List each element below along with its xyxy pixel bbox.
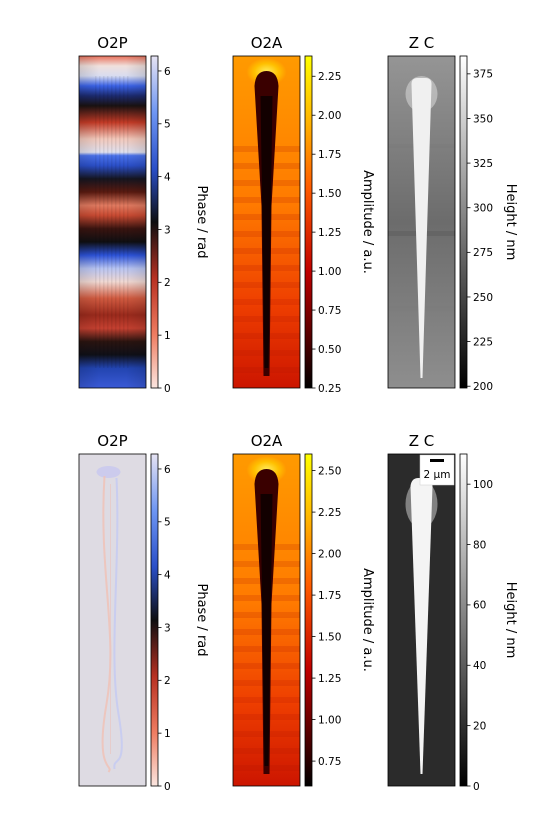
panel-frame bbox=[78, 453, 147, 787]
panel-4: O2P 0 1 2 3 4 5 6 Phase / rad bbox=[78, 432, 209, 793]
colorbar-tick-label: 0.50 bbox=[318, 344, 341, 356]
panel-2: O2A 0.25 0.50 0.75 1.00 1.25 1.50 1.75 2.00 2.25 A… bbox=[232, 34, 375, 395]
colorbar-label: Phase / rad bbox=[194, 185, 209, 258]
colorbar-tick-label: 5 bbox=[164, 119, 171, 131]
colorbar-tick-label: 2.00 bbox=[318, 548, 341, 560]
colorbar-tick-label: 0 bbox=[164, 383, 171, 395]
scale-bar: 2 µm bbox=[419, 454, 455, 486]
colorbar-tick-label: 1.25 bbox=[318, 673, 341, 685]
colorbar-tick-label: 2.25 bbox=[318, 71, 341, 83]
colorbar-tick-label: 225 bbox=[473, 336, 493, 348]
colorbar-tick-label: 20 bbox=[473, 720, 486, 732]
colorbar-tick-label: 5 bbox=[164, 517, 171, 529]
heatmap-image bbox=[388, 454, 455, 786]
colorbar: 0 20 40 60 80 100 Height / nm bbox=[459, 453, 518, 793]
colorbar-label: Height / nm bbox=[503, 184, 518, 261]
colorbar-tick-label: 375 bbox=[473, 69, 493, 81]
colorbar-tick-label: 1.75 bbox=[318, 149, 341, 161]
heatmap-image bbox=[388, 56, 455, 388]
colorbar-tick-label: 1.00 bbox=[318, 714, 341, 726]
colorbar-tick-label: 0.75 bbox=[318, 305, 341, 317]
heatmap-image bbox=[233, 454, 300, 786]
colorbar-tick-label: 0.75 bbox=[318, 756, 341, 768]
panel-frame bbox=[232, 55, 301, 389]
colorbar-tick-label: 2.00 bbox=[318, 110, 341, 122]
colorbar-tick-label: 0 bbox=[164, 781, 171, 793]
colorbar-tick-label: 4 bbox=[164, 569, 171, 581]
panel-5: O2A 0.75 1.00 1.25 1.50 1.75 2.00 2.25 2.50 Ampli… bbox=[232, 432, 375, 787]
colorbar-tick-label: 1.00 bbox=[318, 266, 341, 278]
colorbar-tick-label: 1 bbox=[164, 728, 171, 740]
colorbar-tick-label: 3 bbox=[164, 224, 171, 236]
colorbar-tick-label: 2 bbox=[164, 277, 171, 289]
panel-title: O2A bbox=[251, 432, 283, 450]
panel-3: Z C 200 225 250 275 300 325 350 375 Height / nm bbox=[387, 34, 518, 393]
panel-title: Z C bbox=[409, 34, 435, 52]
colorbar: 0.25 0.50 0.75 1.00 1.25 1.50 1.75 2.00 2.25 Ampl… bbox=[304, 55, 375, 395]
colorbar: 200 225 250 275 300 325 350 375 Height / nm bbox=[459, 55, 518, 393]
colorbar-tick-label: 1.50 bbox=[318, 188, 341, 200]
colorbar-tick-label: 1.25 bbox=[318, 227, 341, 239]
colorbar-tick-label: 300 bbox=[473, 203, 493, 215]
heatmap-image bbox=[79, 56, 146, 388]
colorbar-label: Height / nm bbox=[503, 582, 518, 659]
panel-title: O2P bbox=[97, 34, 127, 52]
colorbar-tick-label: 2.50 bbox=[318, 465, 341, 477]
colorbar-tick-label: 200 bbox=[473, 381, 493, 393]
panel-frame bbox=[232, 453, 301, 787]
colorbar-tick-label: 2 bbox=[164, 675, 171, 687]
panel-frame bbox=[387, 453, 456, 787]
colorbar: 0 1 2 3 4 5 6 Phase / rad bbox=[150, 453, 209, 793]
colorbar-tick-label: 0.25 bbox=[318, 383, 341, 395]
colorbar-tick-label: 1 bbox=[164, 330, 171, 342]
colorbar-tick-label: 1.75 bbox=[318, 590, 341, 602]
colorbar-tick-label: 0 bbox=[473, 781, 480, 793]
colorbar-tick-label: 4 bbox=[164, 171, 171, 183]
colorbar-tick-label: 325 bbox=[473, 158, 493, 170]
colorbar-tick-label: 250 bbox=[473, 292, 493, 304]
colorbar-tick-label: 350 bbox=[473, 113, 493, 125]
heatmap-image bbox=[79, 454, 146, 786]
panel-title: Z C bbox=[409, 432, 435, 450]
panel-title: O2A bbox=[251, 34, 283, 52]
colorbar-tick-label: 80 bbox=[473, 539, 486, 551]
colorbar-tick-label: 275 bbox=[473, 247, 493, 259]
panel-frame bbox=[78, 55, 147, 389]
colorbar-tick-label: 3 bbox=[164, 622, 171, 634]
panel-frame bbox=[387, 55, 456, 389]
colorbar-label: Amplitude / a.u. bbox=[360, 170, 375, 274]
panel-title: O2P bbox=[97, 432, 127, 450]
colorbar: 0 1 2 3 4 5 6 Phase / rad bbox=[150, 55, 209, 395]
colorbar: 0.75 1.00 1.25 1.50 1.75 2.00 2.25 2.50 Amplitud… bbox=[304, 453, 375, 787]
colorbar-tick-label: 40 bbox=[473, 660, 486, 672]
colorbar-tick-label: 2.25 bbox=[318, 507, 341, 519]
panel-6: Z C 2 µm 0 20 40 60 80 100 Height / nm bbox=[387, 432, 518, 793]
colorbar-label: Amplitude / a.u. bbox=[360, 568, 375, 672]
colorbar-label: Phase / rad bbox=[194, 583, 209, 656]
colorbar-tick-label: 6 bbox=[164, 464, 171, 476]
scale-bar-label: 2 µm bbox=[424, 469, 451, 481]
colorbar-tick-label: 6 bbox=[164, 66, 171, 78]
colorbar-tick-label: 100 bbox=[473, 479, 493, 491]
colorbar-tick-label: 1.50 bbox=[318, 631, 341, 643]
panel-1: O2P 0 1 2 3 4 5 6 Phase / rad bbox=[78, 34, 209, 395]
heatmap-image bbox=[233, 56, 300, 388]
colorbar-tick-label: 60 bbox=[473, 600, 486, 612]
